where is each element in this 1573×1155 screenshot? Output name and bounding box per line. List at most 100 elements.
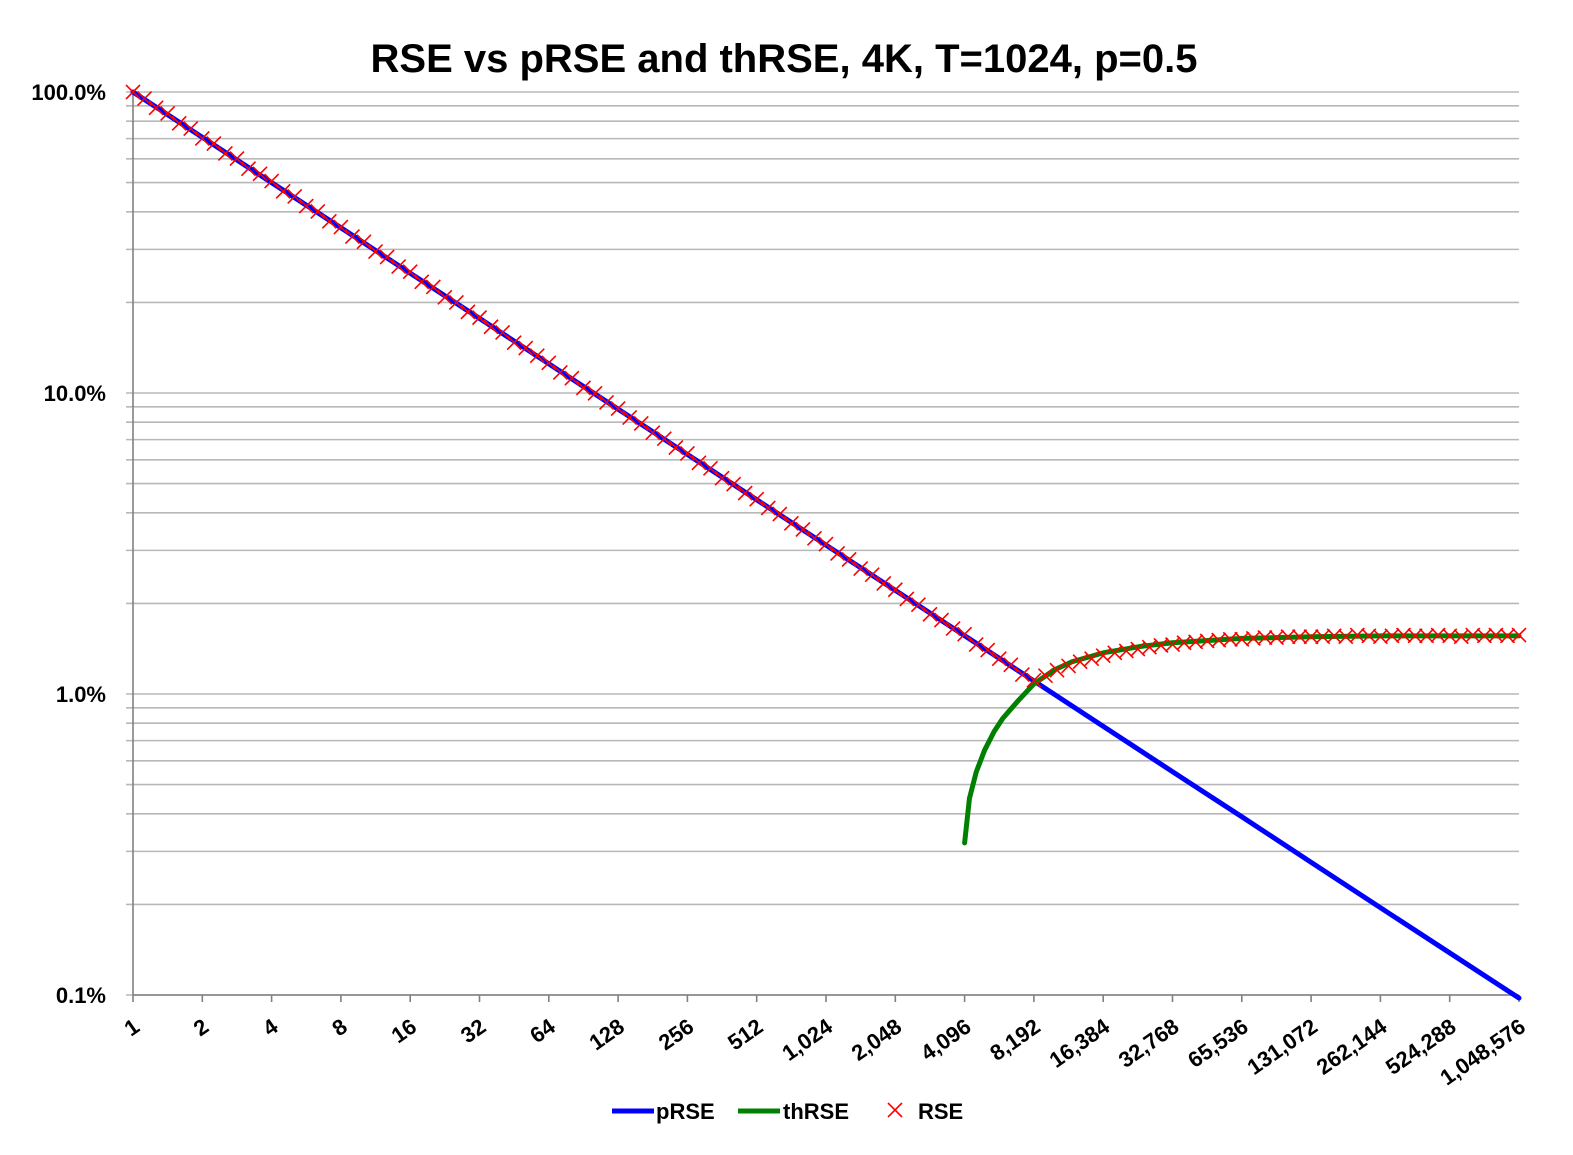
rse-marker: [622, 409, 638, 426]
rse-marker: [402, 264, 418, 280]
rse-marker: [264, 173, 280, 189]
rse-marker: [448, 294, 464, 310]
rse-marker: [344, 228, 361, 245]
x-tick-label: 1,024: [777, 1013, 837, 1065]
rse-marker: [691, 455, 707, 471]
x-tick-label: 4: [258, 1013, 283, 1041]
x-tick-label: 256: [654, 1014, 698, 1056]
x-tick-label: 32: [456, 1014, 490, 1049]
y-tick-label: 100.0%: [31, 80, 106, 105]
rse-marker: [321, 213, 337, 229]
rse-marker: [275, 183, 291, 199]
rse-marker: [575, 380, 592, 396]
rse-marker: [1395, 627, 1412, 643]
rse-marker: [829, 545, 846, 562]
x-tick-label: 4,096: [916, 1014, 975, 1066]
rse-marker: [460, 304, 476, 320]
rse-marker: [518, 340, 534, 356]
rse-marker: [1384, 628, 1400, 644]
rse-marker: [1199, 633, 1215, 649]
rse-marker: [437, 289, 453, 305]
rse-marker: [783, 515, 799, 531]
rse-marker: [1315, 629, 1331, 645]
rse-marker: [333, 219, 349, 235]
rse-marker: [1407, 628, 1423, 644]
rse-marker: [287, 188, 303, 204]
x-tick-label: 16: [387, 1014, 421, 1049]
rse-marker: [1026, 672, 1042, 688]
gridlines: [126, 91, 1519, 996]
x-tick-label: 32,768: [1114, 1014, 1183, 1073]
rse-marker: [714, 470, 730, 486]
rse-marker: [1419, 628, 1435, 644]
x-tick-label: 64: [525, 1013, 560, 1048]
rse-marker: [991, 651, 1007, 667]
rse-marker: [933, 612, 950, 628]
rse-marker: [1003, 657, 1019, 673]
x-tick-label: 128: [585, 1014, 629, 1056]
rse-marker: [922, 606, 938, 622]
rse-marker: [772, 506, 788, 522]
rse-marker: [564, 370, 580, 386]
rse-marker: [876, 575, 892, 591]
rse-marker: [252, 166, 268, 182]
legend-RSE-label: RSE: [918, 1099, 963, 1124]
rse-marker: [194, 130, 210, 147]
rse-marker: [1292, 629, 1308, 645]
rse-marker: [379, 249, 395, 265]
rse-marker: [1488, 627, 1504, 643]
rse-marker: [1095, 648, 1111, 664]
rse-marker: [1072, 654, 1088, 670]
rse-marker: [1476, 628, 1492, 644]
legend-pRSE-label: pRSE: [656, 1099, 715, 1124]
rse-marker: [760, 500, 776, 516]
rse-marker: [356, 234, 372, 250]
rse-marker: [656, 431, 672, 447]
legend: pRSE thRSE RSE: [612, 1099, 963, 1124]
rse-marker: [598, 394, 615, 411]
rse-marker: [552, 364, 568, 381]
rse-marker: [737, 485, 753, 501]
rse-marker: [1349, 627, 1365, 643]
rse-marker: [160, 105, 176, 121]
rse-marker: [171, 115, 187, 131]
rse-marker: [506, 335, 522, 351]
rse-marker: [968, 636, 984, 653]
rse-marker: [610, 400, 626, 417]
rse-marker: [1465, 627, 1481, 643]
chart-title: RSE vs pRSE and thRSE, 4K, T=1024, p=0.5: [371, 37, 1198, 81]
rse-marker: [679, 445, 695, 461]
rse-marker: [945, 620, 961, 637]
rse-marker: [1234, 631, 1250, 647]
y-tick-label: 1.0%: [56, 682, 106, 707]
rse-marker: [495, 324, 511, 340]
rse-marker: [980, 642, 996, 658]
y-tick-label: 0.1%: [56, 983, 106, 1008]
rse-marker: [645, 425, 661, 441]
rse-marker: [148, 100, 164, 116]
rse-marker: [1222, 631, 1238, 647]
plot-series: [125, 84, 1527, 1001]
rse-marker: [957, 626, 973, 642]
rse-marker: [1188, 634, 1204, 650]
rse-marker: [1361, 628, 1377, 644]
rse-marker: [471, 310, 488, 326]
rse-marker: [818, 536, 834, 552]
y-axis-labels: 100.0% 10.0% 1.0% 0.1%: [31, 80, 106, 1008]
rse-marker: [1176, 635, 1192, 651]
rse-marker: [310, 203, 326, 220]
rse-marker: [183, 120, 199, 137]
rse-marker: [1061, 658, 1077, 674]
rse-marker: [1372, 629, 1388, 645]
x-tick-label: 131,072: [1242, 1014, 1321, 1080]
rse-marker: [1257, 629, 1273, 646]
rse-marker: [240, 161, 257, 177]
rse-marker: [206, 136, 222, 152]
rse-marker: [1499, 628, 1516, 644]
rse-marker: [1049, 662, 1065, 678]
rse-marker: [633, 415, 649, 432]
rse-marker: [1280, 629, 1296, 645]
rse-marker: [217, 145, 233, 162]
rse-marker: [795, 521, 811, 538]
